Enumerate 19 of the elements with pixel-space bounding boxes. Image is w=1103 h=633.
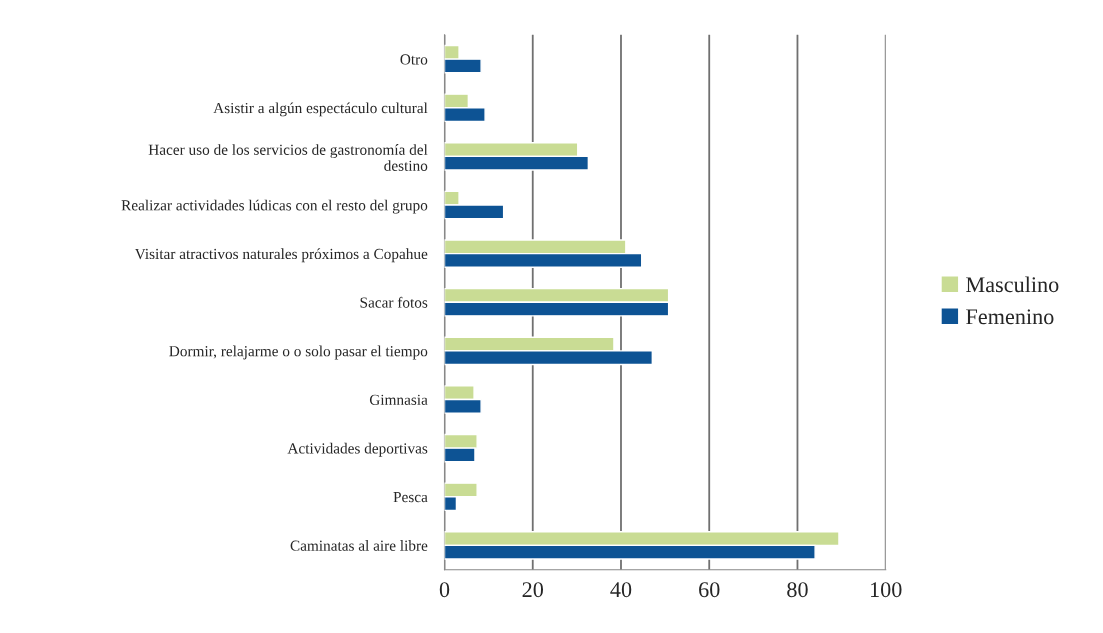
y-tick-label: Dormir, relajarme o o solo pasar el tiempo: [169, 345, 428, 360]
y-tick-label: Asistir a algún espectáculo cultural: [213, 102, 428, 117]
y-tick-label: Caminatas al aire libre: [290, 540, 428, 551]
x-tick-label: 20: [522, 582, 544, 598]
y-tick-label: Realizar actividades lúdicas con el resto del grupo: [121, 199, 428, 214]
x-tick-label: 40: [610, 582, 632, 598]
y-tick-label: Pesca: [393, 492, 428, 503]
y-tick-label: Actividades deportivas: [287, 442, 428, 457]
legend-label: Masculino: [966, 276, 1059, 293]
y-tick-label: Visitar atractivos naturales próximos a Copahue: [134, 248, 428, 263]
x-tick-label: 80: [787, 582, 808, 598]
y-tick-label: Gimnasia: [369, 394, 428, 405]
x-tick-label: 100: [871, 582, 902, 598]
y-tick-label: Hacer uso de los servicios de gastronomía del destino: [148, 144, 428, 171]
legend-label: Femenino: [966, 309, 1054, 325]
x-tick-label: 60: [699, 582, 720, 598]
x-tick-label: 0: [439, 582, 450, 598]
y-tick-label: Otro: [400, 54, 428, 65]
y-tick-label: Sacar fotos: [360, 296, 428, 308]
